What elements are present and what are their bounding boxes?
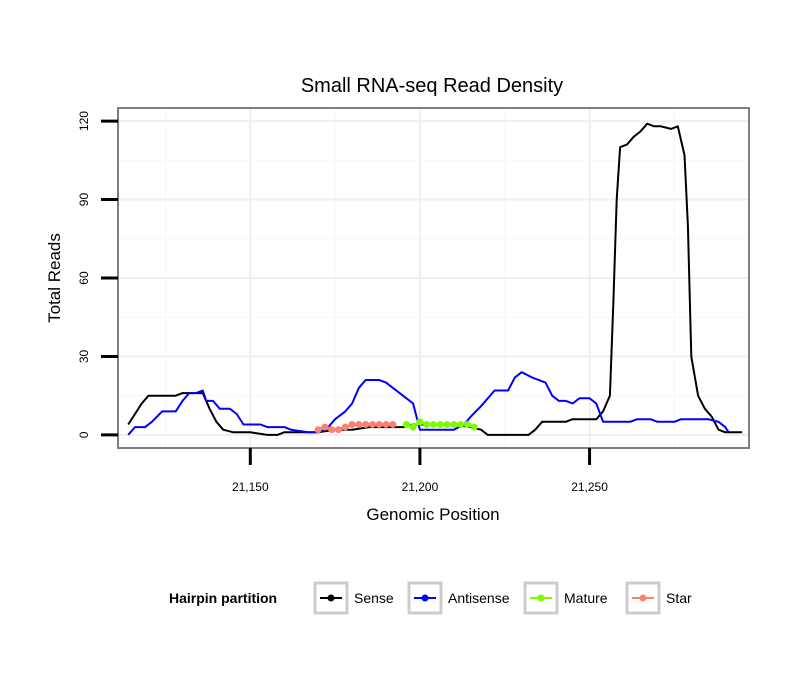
x-tick-label: 21,200 [402,480,439,494]
data-point-star [314,426,322,434]
chart-title: Small RNA-seq Read Density [301,75,563,97]
data-point-star [341,423,349,431]
x-tick-label: 21,150 [232,480,269,494]
data-point-star [348,420,356,428]
data-point-mature [402,420,410,428]
legend-key-marker [537,594,545,602]
data-point-star [328,426,336,434]
legend-item-antisense: Antisense [407,581,510,615]
data-point-star [355,420,363,428]
data-point-mature [436,420,444,428]
data-point-star [382,420,390,428]
y-tick-label: 0 [77,431,91,438]
data-point-mature [430,420,437,428]
data-point-star [362,420,370,428]
y-axis: 0 30 60 90 120 [77,111,118,438]
legend-label: Sense [354,590,394,606]
data-point-star [375,420,383,428]
data-point-star [335,426,343,434]
legend-item-star: Star [625,581,692,615]
x-axis-title: Genomic Position [366,505,499,524]
legend-key-marker [421,594,429,602]
legend-title: Hairpin partition [169,590,277,606]
y-axis-title: Total Reads [45,233,64,323]
y-tick-label: 60 [77,271,91,285]
data-point-mature [470,423,478,431]
series-layer [127,122,743,436]
legend-key-marker [327,594,335,602]
series-antisense [127,371,730,436]
data-point-mature [457,420,465,428]
data-point-star [389,420,397,428]
x-axis: 21,150 21,200 21,250 [232,448,608,494]
legend-label: Star [666,590,692,606]
series-sense [127,122,743,436]
legend: Hairpin partition Sense Antisense Mature St… [169,581,692,615]
data-point-mature [409,423,417,431]
series-line-antisense [127,371,730,436]
legend-item-sense: Sense [313,581,394,615]
legend-label: Antisense [448,590,510,606]
series-mature [402,418,478,431]
legend-item-mature: Mature [523,581,608,615]
data-point-mature [450,420,458,428]
y-tick-label: 90 [77,193,91,207]
grid [118,108,749,448]
data-point-mature [416,418,424,426]
y-tick-label: 120 [77,111,91,131]
data-point-star [368,420,376,428]
series-line-sense [127,122,743,436]
data-point-mature [423,420,431,428]
x-tick-label: 21,250 [571,480,608,494]
legend-label: Mature [564,590,608,606]
data-point-mature [443,420,451,428]
legend-key-marker [639,594,647,602]
y-tick-label: 30 [77,349,91,363]
data-point-star [321,423,329,431]
series-star [314,420,397,434]
data-point-mature [463,420,471,428]
